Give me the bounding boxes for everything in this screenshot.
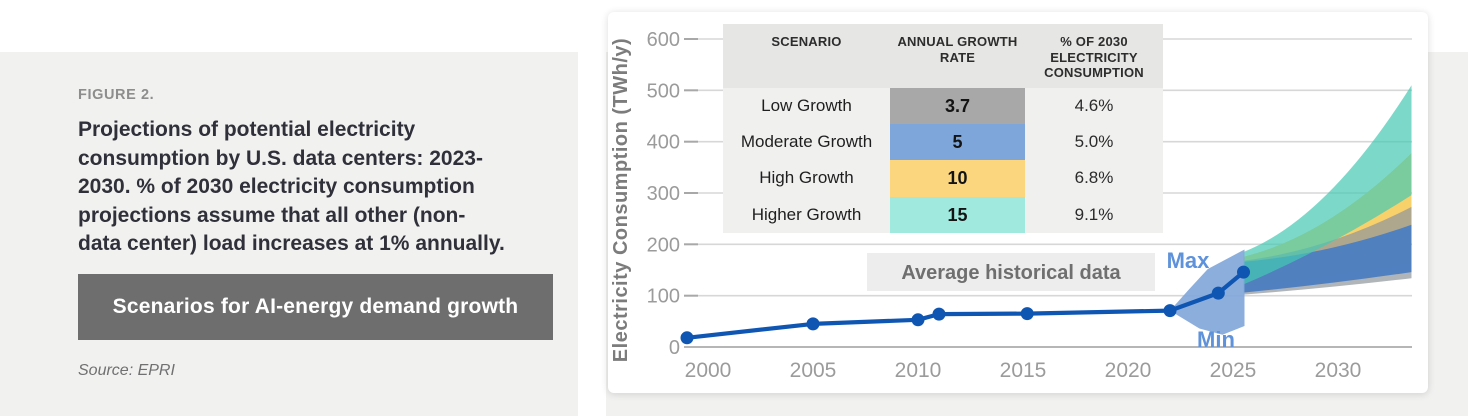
y-axis-title: Electricity Consumption (TWh/y) <box>610 38 632 362</box>
x-tick-label: 2000 <box>685 359 732 382</box>
avg-historical-box <box>867 253 1155 291</box>
data-point <box>911 313 925 327</box>
y-tick-label: 100 <box>647 286 680 308</box>
table-row-pct: 5.0% <box>1025 124 1163 161</box>
min-label: Min <box>1197 327 1235 352</box>
table-row-scenario: Low Growth <box>723 88 890 125</box>
x-tick-label: 2030 <box>1315 359 1362 382</box>
source-note: Source: EPRI <box>78 362 175 379</box>
figure-label: FIGURE 2. <box>78 87 155 103</box>
data-point <box>1237 265 1250 279</box>
table-row-rate: 3.7 <box>890 88 1025 125</box>
data-point <box>1020 307 1034 321</box>
table-row-scenario: Higher Growth <box>723 196 890 233</box>
y-tick-label: 400 <box>647 132 680 154</box>
y-tick-label: 0 <box>669 337 680 359</box>
x-tick-label: 2015 <box>1000 359 1047 382</box>
table-row-pct: 4.6% <box>1025 88 1163 125</box>
scenarios-banner: Scenarios for AI-energy demand growth <box>78 274 553 340</box>
table-row-scenario: Moderate Growth <box>723 124 890 161</box>
data-point <box>1211 286 1225 300</box>
band-higher-growth <box>1243 85 1412 285</box>
historical-line <box>684 270 1246 340</box>
table-row-scenario: High Growth <box>723 160 890 197</box>
table-row-pct: 9.1% <box>1025 196 1163 233</box>
x-tick-label: 2005 <box>790 359 837 382</box>
data-point <box>806 317 820 331</box>
scenario-table: SCENARIO ANNUAL GROWTH RATE % OF 2030 EL… <box>723 24 1163 233</box>
y-tick-label: 600 <box>647 29 680 51</box>
data-point <box>680 331 694 345</box>
panel-gutter <box>578 52 606 416</box>
minmax-envelope <box>1170 249 1245 335</box>
table-row-rate: 5 <box>890 124 1025 161</box>
table-header-growth-rate: ANNUAL GROWTH RATE <box>890 24 1025 88</box>
data-point <box>932 307 946 321</box>
x-tick-label: 2025 <box>1210 359 1257 382</box>
avg-historical-label: Average historical data <box>901 262 1121 284</box>
y-tick-label: 200 <box>647 234 680 256</box>
figure-title: Projections of potential electricity con… <box>78 118 505 255</box>
y-tick-label: 500 <box>647 80 680 102</box>
table-row-rate: 10 <box>890 160 1025 197</box>
y-tick-label: 300 <box>647 183 680 205</box>
table-header-pct-2030: % OF 2030 ELECTRICITY CONSUMPTION <box>1025 24 1163 88</box>
max-label: Max <box>1167 248 1211 273</box>
x-tick-label: 2010 <box>895 359 942 382</box>
table-header-scenario: SCENARIO <box>723 24 890 88</box>
data-point <box>1163 304 1177 318</box>
band-moderate-growth <box>1243 224 1412 293</box>
table-row-rate: 15 <box>890 196 1025 233</box>
x-tick-label: 2020 <box>1105 359 1152 382</box>
chart-card: Max Min Average historical data 0 100 200 300 4… <box>608 12 1428 393</box>
table-row-pct: 6.8% <box>1025 160 1163 197</box>
